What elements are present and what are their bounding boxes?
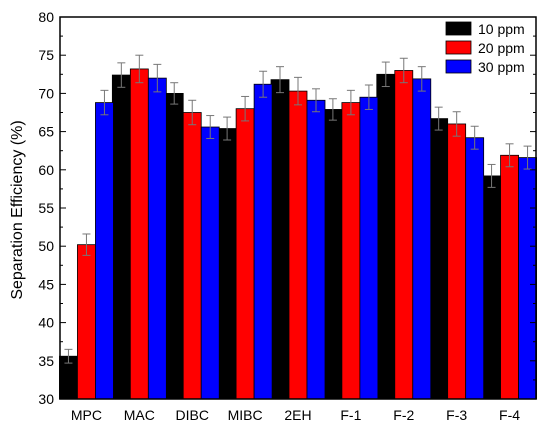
legend-label: 20 ppm [478, 40, 525, 56]
x-tick-label: MIBC [228, 407, 263, 423]
bar [182, 112, 202, 400]
y-tick-label: 75 [38, 47, 54, 63]
legend: 10 ppm 20 ppm 30 ppm [445, 21, 525, 75]
bar [429, 118, 449, 400]
x-tick-label: DIBC [175, 407, 208, 423]
y-tick-label: 60 [38, 162, 54, 178]
y-tick-label: 55 [38, 200, 54, 216]
bar [217, 128, 237, 400]
bar [500, 154, 519, 400]
x-tick-label: MPC [71, 407, 102, 423]
bar [253, 83, 273, 400]
plot-area: 30 35 40 45 50 55 60 65 70 75 80 MPC MAC DIBC MIBC 2EH F… [38, 9, 537, 423]
legend-swatch [445, 59, 472, 74]
bar [77, 244, 96, 400]
bar [164, 93, 184, 400]
bar [465, 137, 485, 400]
x-tick-label: F-3 [446, 407, 467, 423]
bar [518, 157, 537, 400]
x-tick-label: F-4 [499, 407, 520, 423]
bar [341, 102, 361, 400]
y-axis-label: Separation Efficiency (%) [9, 120, 26, 299]
y-tick-label: 80 [38, 9, 54, 25]
y-tick-label: 45 [38, 276, 54, 292]
y-tick-label: 65 [38, 124, 54, 140]
x-tick-label: 2EH [284, 407, 311, 423]
bar [359, 96, 379, 400]
y-tick-label: 35 [38, 353, 54, 369]
bar [447, 123, 467, 400]
x-tick-label: F-1 [340, 407, 361, 423]
bar [270, 79, 290, 400]
bar [111, 74, 131, 400]
legend-label: 10 ppm [478, 21, 525, 37]
y-tick-label: 50 [38, 238, 54, 254]
y-tick-label: 30 [38, 391, 54, 407]
legend-swatch [445, 40, 472, 55]
legend-label: 30 ppm [478, 59, 525, 75]
x-tick-label: F-2 [393, 407, 414, 423]
y-tick-label: 70 [38, 85, 54, 101]
bar [482, 175, 501, 400]
x-tick-label: MAC [124, 407, 155, 423]
bar [306, 99, 326, 400]
bar [323, 109, 343, 400]
bar [95, 102, 114, 400]
bar [129, 68, 149, 400]
bar [288, 90, 308, 400]
bar [376, 73, 396, 400]
y-tick-label: 40 [38, 315, 54, 331]
bar [412, 78, 432, 400]
bar [394, 70, 414, 400]
legend-swatch [445, 21, 472, 36]
bar [235, 108, 255, 400]
bar [200, 126, 220, 400]
bar [147, 77, 167, 400]
